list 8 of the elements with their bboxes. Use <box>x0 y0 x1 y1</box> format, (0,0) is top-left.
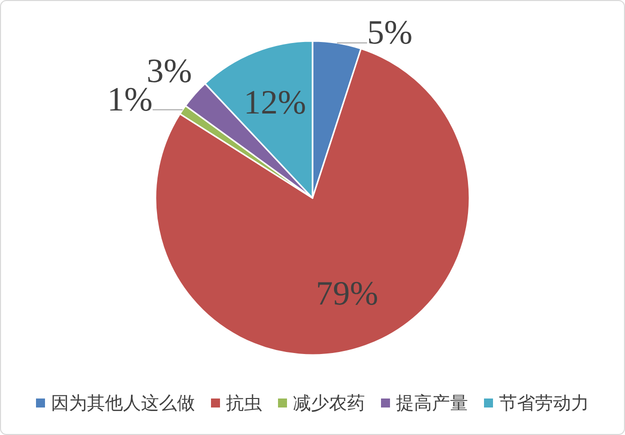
legend-label: 减少农药 <box>293 393 365 413</box>
legend-label: 节省劳动力 <box>499 393 589 413</box>
legend-label: 因为其他人这么做 <box>51 393 195 413</box>
legend-label: 抗虫 <box>226 393 262 413</box>
data-label: 79% <box>316 276 378 313</box>
data-label: 5% <box>367 14 412 52</box>
legend-label: 提高产量 <box>396 393 468 413</box>
data-label: 12% <box>244 84 306 122</box>
